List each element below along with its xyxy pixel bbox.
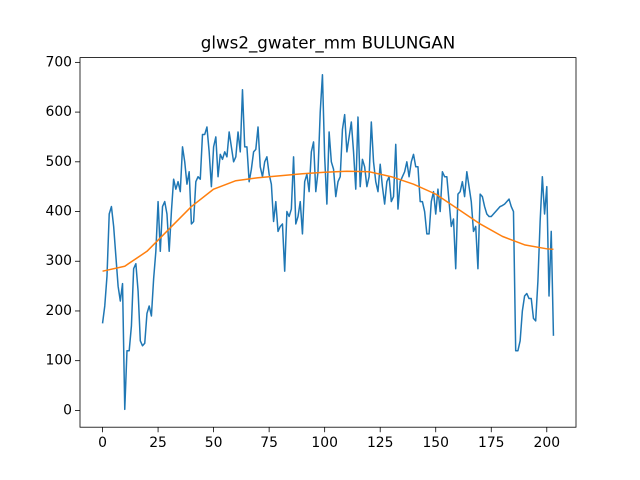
data-line xyxy=(102,170,554,272)
data-line xyxy=(101,74,555,411)
y-tick-label: 0 xyxy=(63,402,72,418)
x-tick-label: 200 xyxy=(534,435,561,451)
x-tick-label: 175 xyxy=(478,435,505,451)
x-tick-label: 25 xyxy=(149,435,167,451)
plot-frame xyxy=(79,57,577,428)
x-tick-label: 125 xyxy=(367,435,394,451)
x-tick-label: 50 xyxy=(205,435,223,451)
x-tick-label: 0 xyxy=(98,435,107,451)
y-tick-label: 400 xyxy=(45,204,72,220)
y-tick-label: 100 xyxy=(45,353,72,369)
x-tick-label: 100 xyxy=(311,435,338,451)
x-tick-label: 150 xyxy=(422,435,449,451)
y-tick-label: 200 xyxy=(45,303,72,319)
y-tick-label: 600 xyxy=(45,104,72,120)
y-tick-label: 700 xyxy=(45,54,72,70)
x-tick-label: 75 xyxy=(260,435,278,451)
chart-title: glws2_gwater_mm BULUNGAN xyxy=(201,33,455,54)
y-tick-label: 500 xyxy=(45,154,72,170)
y-tick-label: 300 xyxy=(45,253,72,269)
